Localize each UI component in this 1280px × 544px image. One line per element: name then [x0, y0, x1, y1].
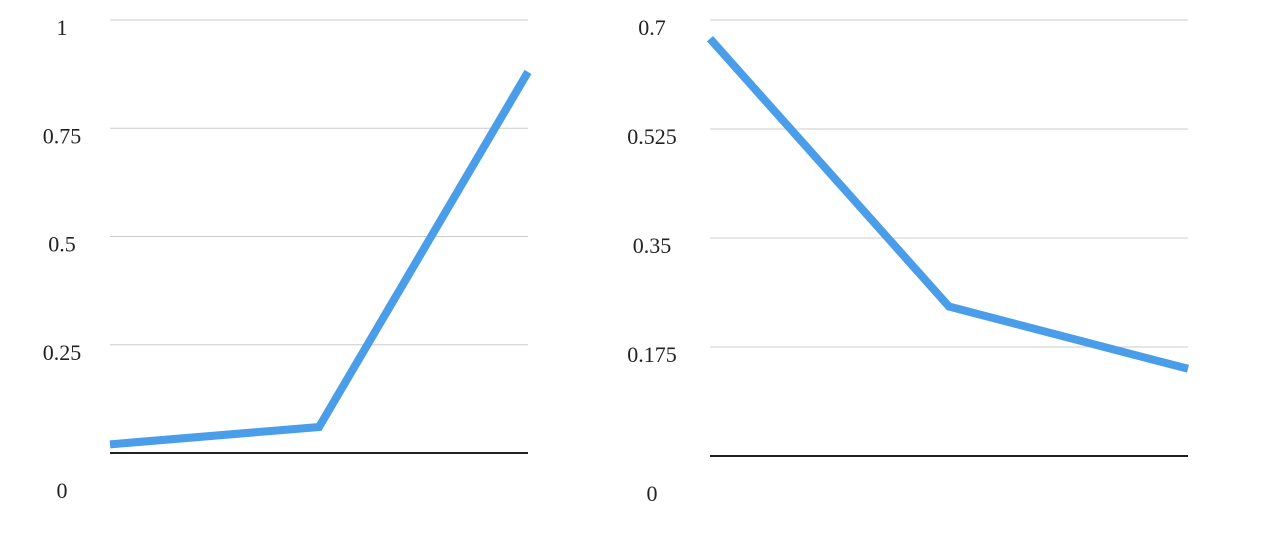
y-tick-label: 0.35: [633, 233, 672, 258]
y-tick-label: 0.75: [43, 123, 82, 148]
y-tick-label: 0.25: [43, 340, 82, 365]
line-series: [109, 69, 532, 449]
y-tick-label: 0.7: [638, 15, 666, 40]
y-tick-label: 0.525: [627, 124, 677, 149]
line-series: [707, 36, 1190, 373]
y-tick-label: 0: [57, 478, 68, 503]
y-tick-label: 1: [57, 15, 68, 40]
y-tick-label: 0.175: [627, 342, 677, 367]
y-tick-label: 0.5: [48, 232, 76, 257]
y-tick-label: 0: [647, 481, 658, 506]
